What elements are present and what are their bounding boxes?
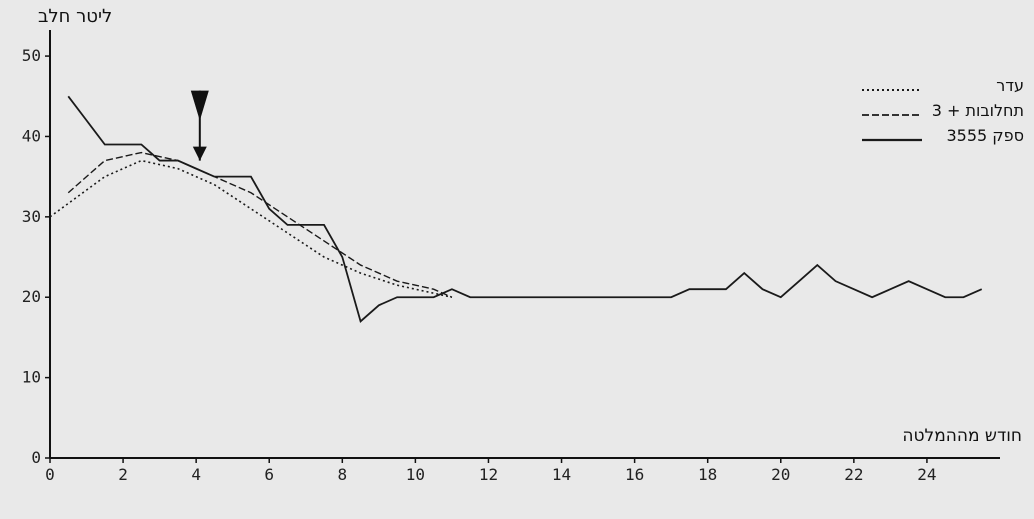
series-lines [49,95,983,323]
x-tick-label: 2 [118,465,128,484]
x-axis-label: חודש מההמלטה [902,426,1022,446]
x-tick-label: 14 [552,465,571,484]
legend-item-1: תחלובות + 3 [931,101,1024,120]
x-tick-label: 0 [45,465,55,484]
x-tick-label: 16 [625,465,644,484]
annotations [190,90,209,161]
x-tick-label: 22 [844,465,863,484]
legend-header: עדר [996,76,1024,95]
legend-swatches [862,89,922,142]
x-tick-label: 20 [771,465,790,484]
axes [49,30,1000,459]
series-line-2 [67,151,453,298]
y-tick-label: 0 [31,448,41,467]
arrow-head-icon [190,90,209,121]
y-tick-label: 30 [22,207,41,226]
x-tick-label: 10 [406,465,425,484]
x-tick-label: 24 [917,465,936,484]
x-tick-label: 8 [337,465,347,484]
y-tick-label: 50 [22,46,41,65]
arrow-tip-icon [192,146,207,161]
x-tick-label: 12 [479,465,498,484]
x-tick-label: 6 [264,465,274,484]
y-tick-label: 10 [22,368,41,387]
y-tick-label: 20 [22,287,41,306]
x-tick-label: 4 [191,465,201,484]
series-line-3 [67,95,983,323]
x-tick-label: 18 [698,465,717,484]
y-axis-label: ליטר חלב [38,6,113,27]
legend-item-2: ספק 3555 [946,126,1024,145]
y-tick-label: 40 [22,126,41,145]
series-line-1 [49,159,453,299]
